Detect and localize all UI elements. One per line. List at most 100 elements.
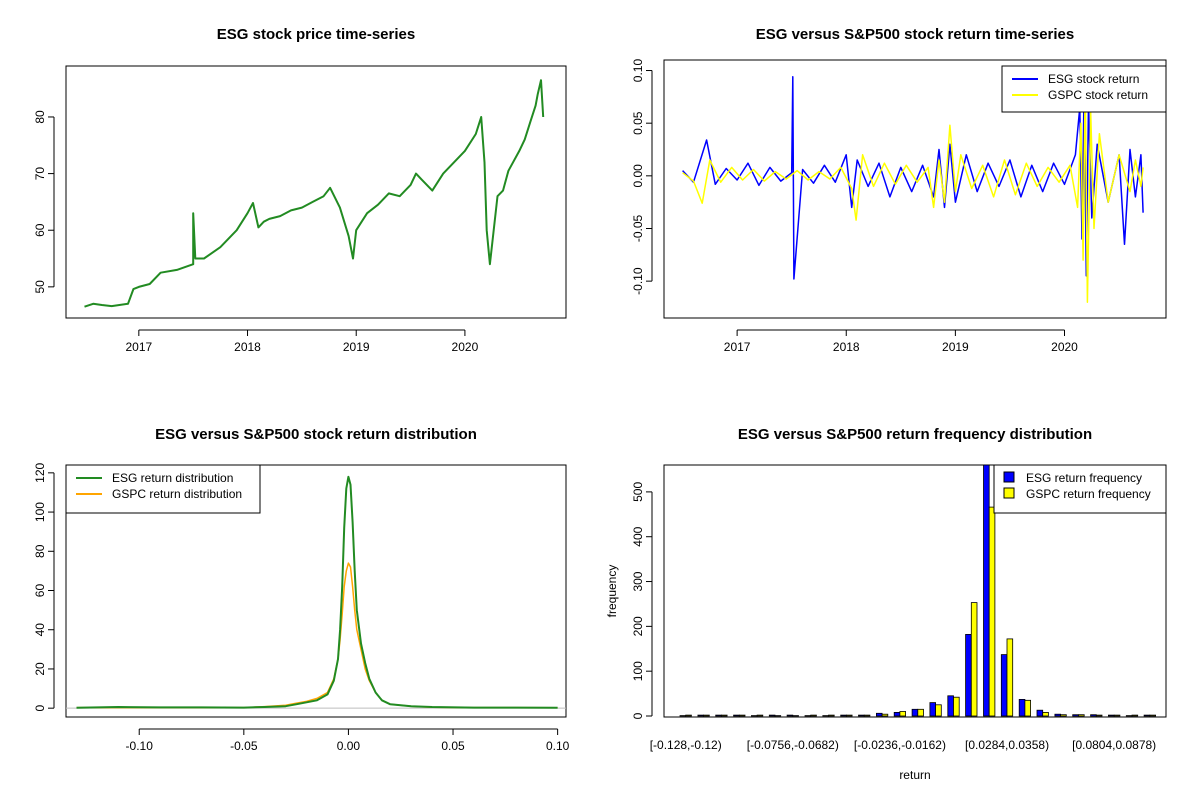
bar-0-26 (1143, 714, 1151, 717)
bar-1-13 (917, 708, 924, 717)
y-axis-title: frequency (605, 565, 619, 618)
series-line-3-0 (76, 475, 558, 709)
bar-0-12 (893, 712, 901, 717)
y-tick-label-4-4: 400 (631, 526, 645, 546)
y-tick-label-2-0: -0.10 (631, 267, 645, 295)
legend-label-3-0: ESG return distribution (112, 471, 233, 485)
plot-frame-2 (663, 59, 1167, 319)
y-tick-label-4-5: 500 (631, 482, 645, 502)
x-tick-label-1-2: 2019 (343, 340, 370, 354)
legend-box-2 (1001, 65, 1167, 113)
y-tick-label-2-4: 0.10 (631, 59, 645, 83)
bar-0-23 (1090, 714, 1097, 717)
y-tick-label-4-2: 200 (631, 616, 645, 636)
y-tick-label-3-6: 120 (33, 463, 47, 483)
x-tick-label-4-0: [-0.128,-0.12) (650, 738, 722, 752)
y-tick-label-2-1: -0.05 (631, 214, 645, 242)
bar-1-26 (1149, 714, 1157, 717)
series-line-2-1 (682, 80, 1144, 303)
chart-title-1: ESG stock price time-series (217, 26, 415, 43)
plot-frame-3 (65, 464, 567, 718)
bar-1-15 (953, 696, 960, 717)
legend-box-4 (993, 464, 1167, 514)
chart-title-2: ESG versus S&P500 stock return time-seri… (756, 26, 1075, 43)
bar-1-22 (1078, 714, 1085, 717)
chart-title-4: ESG versus S&P500 return frequency distr… (738, 426, 1092, 443)
bar-1-23 (1095, 714, 1103, 717)
x-tick-label-3-4: 0.10 (546, 739, 570, 753)
bar-0-18 (1000, 654, 1008, 717)
bar-1-20 (1042, 712, 1049, 717)
bar-0-16 (965, 634, 972, 717)
legend-label-2-0: ESG stock return (1048, 72, 1139, 86)
legend-swatch-4-1 (1003, 487, 1015, 499)
legend-label-4-0: ESG return frequency (1026, 471, 1142, 485)
bar-0-13 (911, 708, 919, 717)
y-tick-label-3-4: 80 (33, 544, 47, 558)
series-line-3-1 (76, 562, 558, 709)
bar-0-19 (1018, 699, 1026, 717)
legend-label-3-1: GSPC return distribution (112, 487, 242, 501)
series-line-1-0 (84, 79, 545, 308)
bar-1-25 (1131, 714, 1139, 717)
bar-1-18 (1006, 638, 1014, 717)
bar-1-2 (721, 714, 728, 717)
bar-0-15 (947, 695, 954, 717)
bar-1-11 (881, 713, 889, 717)
legend-label-4-1: GSPC return frequency (1026, 487, 1151, 501)
bar-1-8 (828, 714, 835, 717)
bar-0-20 (1036, 709, 1044, 717)
bar-1-9 (846, 714, 853, 717)
y-tick-label-4-1: 100 (631, 661, 645, 681)
bar-1-10 (863, 714, 871, 717)
plot-frame-1 (65, 65, 567, 319)
y-tick-label-1-0: 50 (33, 280, 47, 294)
y-tick-label-4-0: 0 (631, 712, 645, 719)
x-tick-label-4-24: [0.0804,0.0878) (1072, 738, 1156, 752)
bar-1-16 (970, 602, 978, 717)
y-tick-label-3-2: 40 (33, 623, 47, 637)
bar-0-10 (858, 714, 865, 717)
x-tick-label-4-6: [-0.0756,-0.0682) (747, 738, 839, 752)
bar-0-22 (1072, 714, 1079, 717)
bar-0-3 (733, 714, 740, 717)
x-tick-label-2-3: 2020 (1051, 340, 1078, 354)
bar-0-11 (876, 712, 883, 717)
bar-0-2 (715, 714, 722, 717)
bar-0-5 (768, 714, 776, 717)
x-axis-title: return (899, 768, 930, 782)
bar-0-9 (840, 714, 847, 717)
bar-1-3 (738, 714, 746, 717)
bar-1-12 (899, 711, 907, 717)
legend-swatch-4-0 (1003, 471, 1015, 483)
bar-1-4 (756, 714, 764, 717)
bar-1-14 (935, 704, 942, 717)
bar-0-1 (697, 714, 705, 717)
x-tick-label-2-1: 2018 (833, 340, 860, 354)
bar-1-21 (1060, 714, 1067, 717)
y-tick-label-3-3: 60 (33, 584, 47, 598)
x-tick-label-2-2: 2019 (942, 340, 969, 354)
x-tick-label-2-0: 2017 (724, 340, 751, 354)
y-tick-label-3-0: 0 (33, 705, 47, 712)
chart-title-3: ESG versus S&P500 stock return distribut… (155, 426, 477, 443)
y-tick-label-1-1: 60 (33, 223, 47, 237)
legend-box-3 (65, 464, 261, 514)
plot-frame-4 (663, 464, 1167, 718)
y-tick-label-1-2: 70 (33, 167, 47, 181)
y-tick-label-3-5: 100 (33, 502, 47, 522)
bar-0-17 (983, 464, 990, 717)
bar-0-24 (1108, 714, 1115, 717)
x-tick-label-3-3: 0.05 (441, 739, 465, 753)
x-tick-label-3-2: 0.00 (337, 739, 361, 753)
bar-1-19 (1024, 699, 1032, 717)
y-tick-label-1-3: 80 (33, 110, 47, 124)
x-tick-label-1-0: 2017 (125, 340, 152, 354)
x-tick-label-4-18: [0.0284,0.0358) (965, 738, 1049, 752)
bar-1-1 (703, 714, 710, 717)
bar-1-24 (1113, 714, 1121, 717)
bar-0-6 (786, 714, 794, 717)
y-tick-label-2-2: 0.00 (631, 164, 645, 188)
bar-1-0 (685, 714, 692, 717)
